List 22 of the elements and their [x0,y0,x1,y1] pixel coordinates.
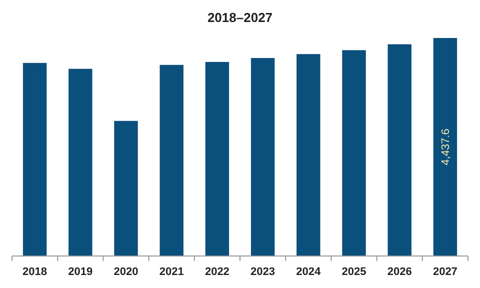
bar [250,58,275,256]
x-tick-label: 2027 [432,266,458,278]
bar [160,64,184,256]
bar [68,68,92,256]
x-tick-label: 2020 [114,266,138,278]
x-tick-label: 2025 [342,266,366,278]
chart-title: 2018–2027 [207,10,273,25]
x-tick-label: 2023 [250,266,276,278]
data-label: 4,437.6 [440,128,452,166]
bar [205,62,230,256]
x-tick-label: 2018 [22,266,48,278]
bar [342,50,366,256]
x-tick-label: 2019 [68,266,93,278]
x-tick-label: 2021 [159,266,184,278]
x-tick-label: 2022 [204,266,230,278]
bar [22,62,47,256]
bar [296,54,320,256]
bar [114,120,138,256]
x-tick-label: 2024 [296,266,322,278]
x-tick-label: 2026 [387,266,412,278]
bar [388,44,412,256]
bar [433,38,458,256]
